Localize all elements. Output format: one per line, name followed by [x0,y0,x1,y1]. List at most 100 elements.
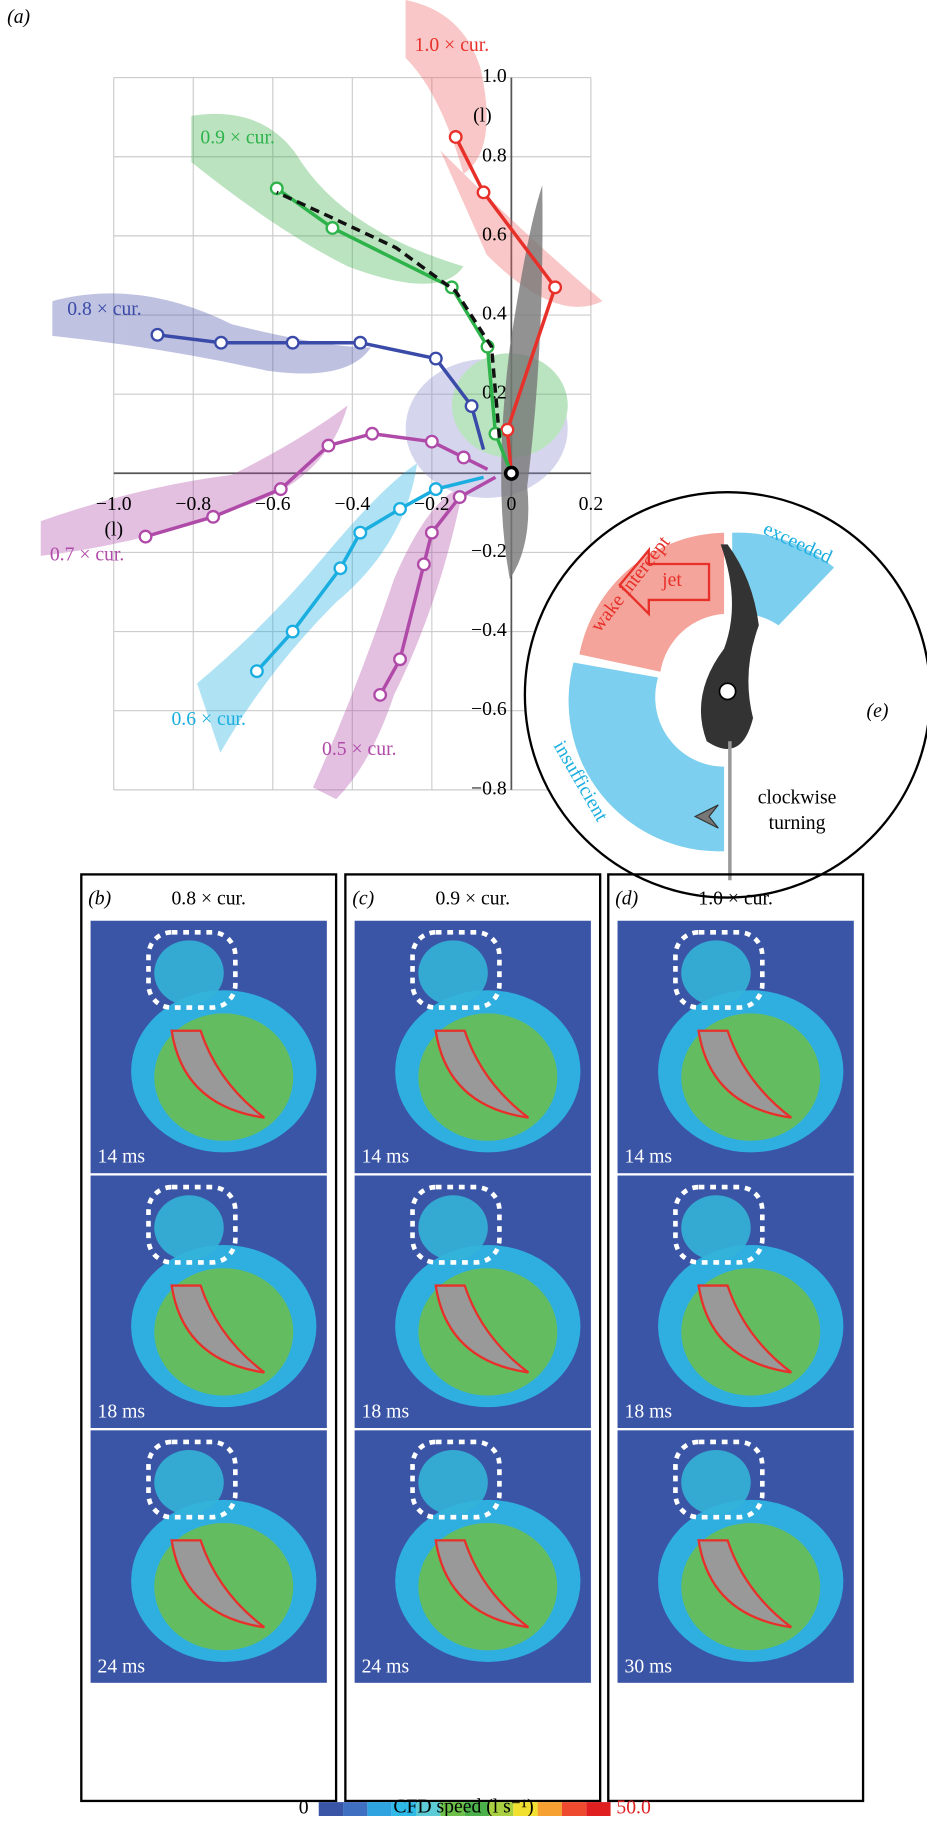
wake-outline [410,930,502,1010]
x-tick-label: −1.0 [96,493,132,515]
time-label: 24 ms [98,1655,146,1677]
panel-label: (c) [352,887,374,909]
wake-region [418,1195,488,1261]
colorbar-swatch [464,1802,489,1816]
trajectory-point [273,482,288,497]
trajectory-point [333,561,348,576]
y-tick-label: −0.2 [471,540,507,562]
inset-panel: (e)wake intercept exceededinsufficientjet… [523,491,927,899]
panel-frame [80,873,338,1803]
colorbar-swatch [343,1802,368,1816]
trajectory-point [452,490,467,504]
y-tick-label: −0.8 [471,777,507,799]
panel-frame [607,873,865,1803]
colorbar-swatch [367,1802,392,1816]
y-tick-label: −0.6 [471,698,507,720]
series-label: 0.7 × cur. [50,543,124,565]
y-tick-label: 0.6 [482,223,507,245]
time-label: 14 ms [624,1146,672,1168]
trajectory [275,186,513,474]
trajectory-point [456,450,471,465]
wake-outline [673,1439,765,1520]
time-label: 14 ms [98,1146,146,1168]
wake-region [681,1450,751,1515]
trajectory-point [428,482,443,497]
fish-body [434,1539,530,1629]
wake-region [681,940,751,1006]
panel-title: 0.9 × cur. [436,887,510,909]
wake-outline [146,1439,238,1520]
series-label: 0.8 × cur. [67,298,141,320]
colorbar-max: 50.0 [616,1797,651,1816]
trajectory-point [548,280,563,295]
x-tick-label: −0.4 [334,493,370,515]
panel-label: (d) [615,887,638,909]
trajectory-point [325,221,340,235]
wake-outline [146,1184,238,1265]
series-label: 0.5 × cur. [322,738,396,760]
trajectory-point [416,557,431,572]
wake-region [154,1195,224,1261]
colorbar-swatch [318,1802,344,1816]
y-tick-label: 0.4 [482,303,507,325]
fish-body [697,1029,792,1119]
trajectory-point [464,399,479,413]
panel-title: 0.8 × cur. [171,887,245,909]
colorbar-title: CFD speed (l s⁻¹) [393,1795,533,1816]
y-axis-label: (l) [473,105,492,127]
series-label: 1.0 × cur. [415,34,489,56]
trajectory-point [365,426,380,441]
trajectory-point [424,434,439,449]
inset-jet: jet [661,569,682,591]
colorbar-swatch [391,1802,417,1816]
time-label: 24 ms [362,1655,410,1677]
fish-body [170,1539,265,1629]
trajectory-point [321,438,336,453]
trajectory-point [393,652,407,667]
x-axis-label: (l) [104,519,123,541]
flow-panels: (b) 0.8 × cur. 14 ms 18 ms 24 ms (c) 0.9 × cur… [80,873,865,1819]
x-tick-label: 0 [506,493,516,515]
x-tick-label: 0.2 [579,493,604,515]
inset-turning: turning [769,812,826,834]
trajectory-point [214,335,229,350]
trajectory-point [476,185,491,200]
wake-region [418,940,488,1006]
fish-body [434,1284,530,1374]
origin-marker [503,465,519,481]
colorbar-swatch [440,1802,465,1816]
wake-region [418,1450,488,1515]
wake-region [154,940,224,1006]
time-label: 18 ms [624,1400,672,1422]
trajectory-point [393,501,407,516]
panel-label: (b) [88,887,111,909]
trajectory-point [353,335,368,350]
y-tick-label: 0.8 [482,144,507,166]
series-label: 0.6 × cur. [171,708,245,730]
colorbar-min: 0 [299,1797,309,1816]
trajectory-point [353,525,368,540]
wake-region [154,1450,224,1515]
trajectory-point [249,664,264,679]
series-label: 0.9 × cur. [200,126,274,148]
trajectory-point [424,525,439,540]
inset-label: (e) [867,700,889,722]
wake-outline [410,1184,502,1265]
trajectory [276,190,502,438]
wake-outline [410,1439,502,1520]
fish-body [170,1029,265,1119]
inset-turning: clockwise [758,787,837,809]
trajectory-point [285,335,300,350]
wake-outline [146,930,238,1010]
fish-body [697,1539,792,1629]
trajectory-point [373,687,388,702]
x-tick-label: −0.8 [175,493,211,515]
trajectory-point [448,130,463,144]
fish-body [697,1284,792,1374]
trajectory-point [150,327,165,342]
panel-title: 1.0 × cur. [698,887,772,909]
x-tick-label: −0.6 [255,493,291,515]
panel-frame [344,873,602,1803]
panel-label: (a) [7,6,30,28]
colorbar-swatch [488,1802,514,1816]
